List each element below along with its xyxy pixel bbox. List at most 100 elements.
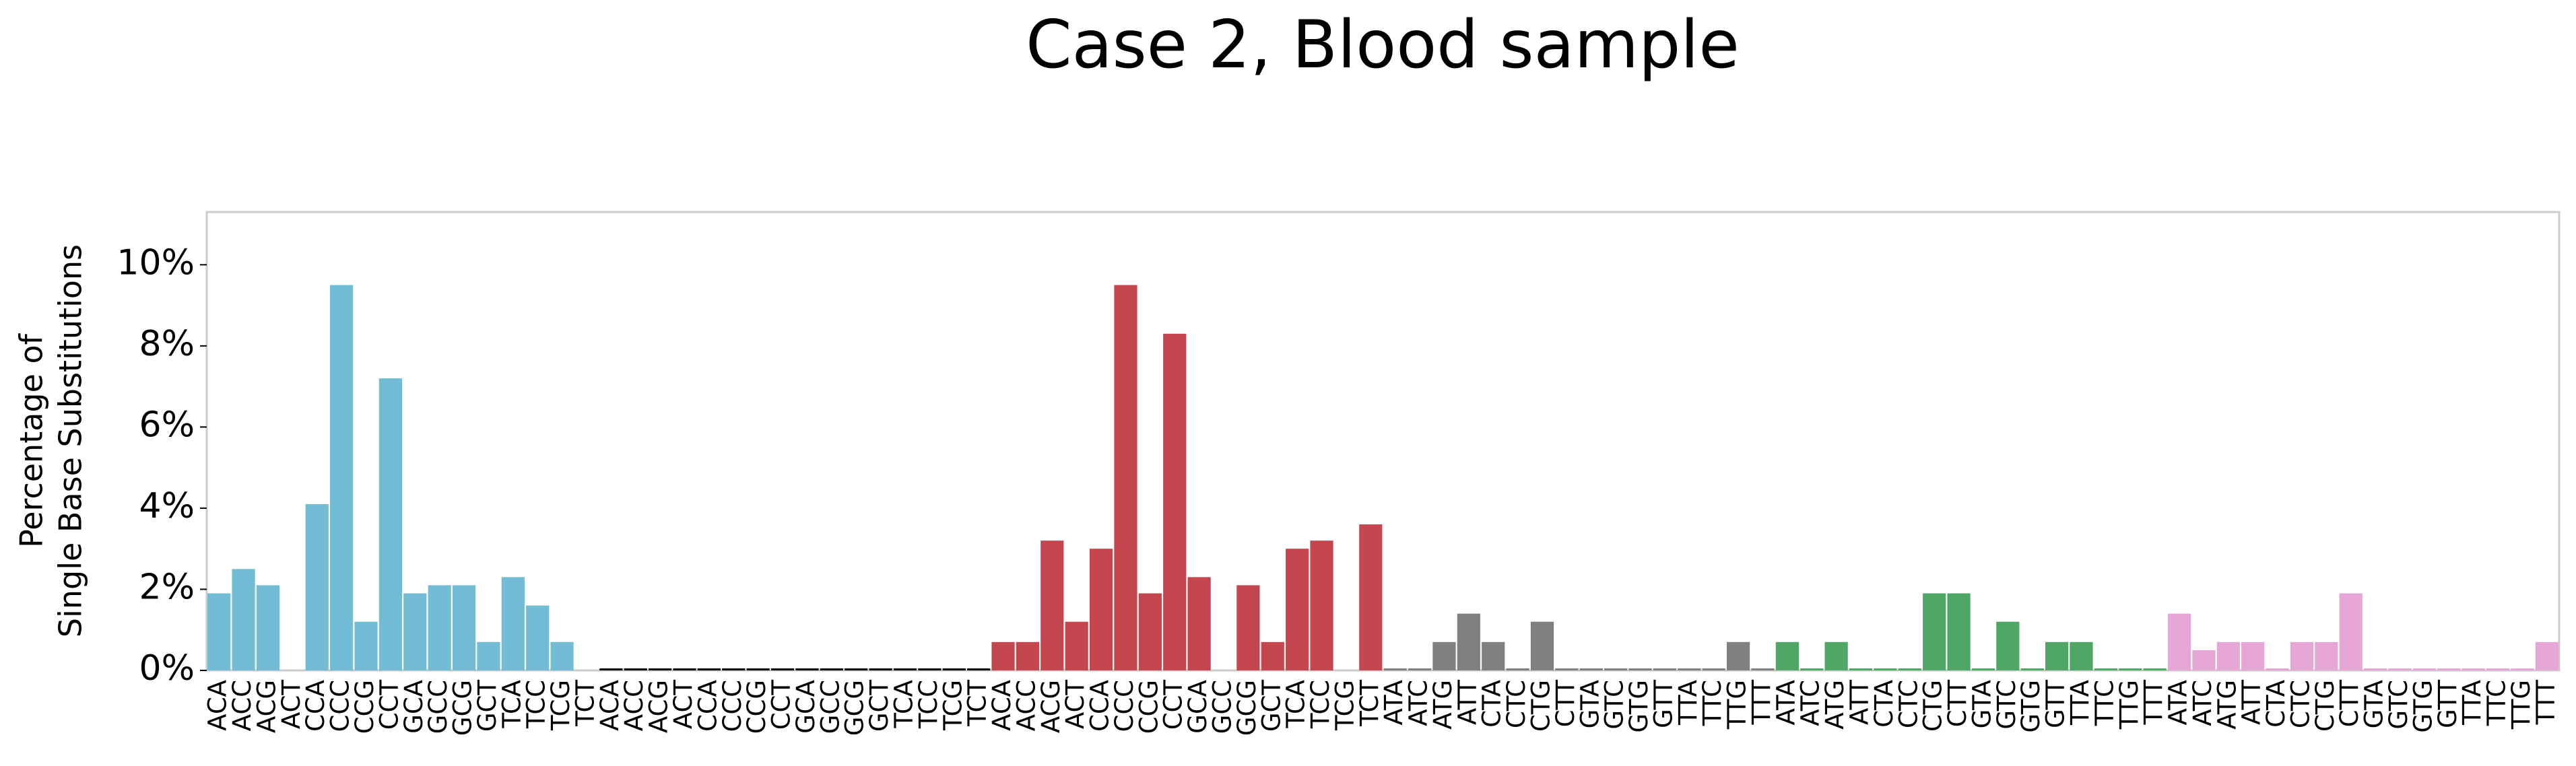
x-tick-label: ACA xyxy=(203,680,232,731)
x-tick-label: TTC xyxy=(2482,680,2511,726)
x-tick-label: GCA xyxy=(791,680,820,734)
bar xyxy=(1408,668,1432,670)
x-tick-label: ACC xyxy=(228,680,257,731)
bar xyxy=(2094,668,2117,670)
bar xyxy=(1457,613,1480,670)
bar xyxy=(746,668,770,670)
bar xyxy=(991,641,1015,670)
x-tick-label: CTA xyxy=(1870,680,1898,728)
bar xyxy=(2167,613,2191,670)
x-tick-label: CCA xyxy=(693,680,722,732)
y-tick-label: 2% xyxy=(139,567,195,607)
bar xyxy=(2070,641,2093,670)
bar xyxy=(2266,668,2289,670)
x-tick-label: ATA xyxy=(1379,680,1408,725)
bar xyxy=(452,585,476,670)
bar xyxy=(770,668,795,670)
bar xyxy=(2364,668,2387,670)
chart-title: Case 2, Blood sample xyxy=(1026,7,1740,83)
x-tick-label: CTC xyxy=(2286,680,2315,728)
x-tick-label: GCT xyxy=(1257,680,1286,732)
x-tick-label: CCT xyxy=(767,680,796,730)
y-tick-label: 0% xyxy=(139,648,195,689)
bar xyxy=(477,641,500,670)
x-tick-label: CTC xyxy=(1894,680,1923,728)
x-tick-label: TTG xyxy=(2115,680,2144,730)
x-tick-label: GCG xyxy=(449,680,477,736)
bar xyxy=(2388,668,2412,670)
bar xyxy=(722,668,746,670)
x-tick-label: CCG xyxy=(1134,680,1163,734)
bar xyxy=(1114,285,1137,670)
bar xyxy=(2119,668,2142,670)
bar xyxy=(2462,668,2485,670)
x-tick-label: GTC xyxy=(1992,680,2021,730)
bar xyxy=(624,668,647,670)
x-tick-label: TCT xyxy=(963,680,992,727)
x-tick-label: CCG xyxy=(742,680,771,734)
x-tick-label: GTA xyxy=(1575,680,1604,728)
x-tick-label: GTC xyxy=(2384,680,2413,730)
bar xyxy=(1628,668,1652,670)
bar xyxy=(305,503,329,670)
bar xyxy=(1383,668,1407,670)
x-tick-label: GCC xyxy=(1208,680,1236,734)
x-tick-label: TCG xyxy=(1330,680,1359,731)
y-tick-label: 10% xyxy=(117,242,195,283)
x-tick-label: GTG xyxy=(2016,680,2045,733)
bar xyxy=(1065,621,1088,670)
bar xyxy=(2437,668,2461,670)
bar xyxy=(1751,668,1775,670)
x-tick-label: GTG xyxy=(1624,680,1653,733)
bar xyxy=(1898,668,1921,670)
bar xyxy=(1163,333,1187,670)
bar xyxy=(1310,541,1333,670)
bar xyxy=(501,577,525,670)
bar xyxy=(256,585,280,670)
bar xyxy=(403,593,427,670)
x-tick-label: GCT xyxy=(473,680,502,732)
x-tick-label: ACA xyxy=(987,680,1016,731)
bar xyxy=(2241,641,2265,670)
bar xyxy=(2535,641,2558,670)
x-tick-label: TCC xyxy=(522,680,551,729)
x-tick-label: ATG xyxy=(2212,680,2241,730)
x-tick-label: CTC xyxy=(1502,680,1531,728)
x-tick-label: ATG xyxy=(1428,680,1457,730)
x-tick-label: GCA xyxy=(399,680,428,734)
x-tick-label: CCC xyxy=(1110,680,1139,732)
bar xyxy=(673,668,696,670)
bar xyxy=(1874,668,1897,670)
bar xyxy=(1016,641,1040,670)
x-tick-label: TTT xyxy=(2139,680,2168,726)
bar xyxy=(1800,668,1824,670)
x-tick-label: GCT xyxy=(865,680,894,732)
bar xyxy=(1824,641,1848,670)
bar xyxy=(1286,549,1309,670)
bar xyxy=(649,668,672,670)
bar xyxy=(1138,593,1162,670)
bar xyxy=(2511,668,2534,670)
x-tick-label: TTT xyxy=(2531,680,2560,726)
bar xyxy=(1555,668,1579,670)
x-tick-label: ATG xyxy=(1820,680,1849,730)
bar xyxy=(1971,668,1995,670)
x-tick-label: TCT xyxy=(1355,680,1384,727)
x-tick-label: ATA xyxy=(1771,680,1800,725)
bar xyxy=(207,593,231,670)
x-tick-label: ACG xyxy=(645,680,673,733)
x-tick-label: GCG xyxy=(840,680,869,736)
y-tick-label: 6% xyxy=(139,405,195,445)
bar xyxy=(2192,650,2216,670)
x-tick-label: CTT xyxy=(1943,680,1972,728)
x-tick-label: ACC xyxy=(1012,680,1041,731)
x-tick-label: TTG xyxy=(1723,680,1752,730)
bar xyxy=(428,585,451,670)
x-tick-label: ATT xyxy=(2237,680,2266,725)
x-tick-label: ACC xyxy=(620,680,649,731)
bar xyxy=(2216,641,2240,670)
y-tick-label: 4% xyxy=(139,486,195,526)
bar xyxy=(1482,641,1505,670)
x-tick-label: TCA xyxy=(1282,680,1311,729)
